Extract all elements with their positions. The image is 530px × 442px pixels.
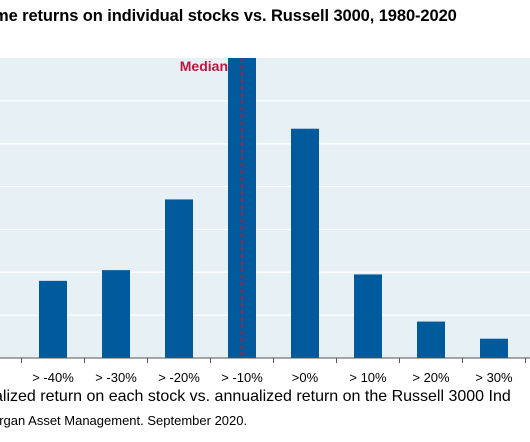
median-label: Median: [180, 58, 228, 74]
x-tick-label: > 30%: [475, 370, 513, 385]
x-tick-label: > 20%: [412, 370, 450, 385]
bar: [39, 280, 67, 358]
chart-title: me returns on individual stocks vs. Russ…: [0, 7, 457, 25]
bar: [165, 199, 193, 358]
x-tick-label: > -10%: [221, 370, 263, 385]
x-tick-label: > 10%: [349, 370, 387, 385]
x-tick-label: > -30%: [95, 370, 137, 385]
bar: [354, 274, 382, 358]
median-marker: Median: [180, 58, 243, 358]
plot-background: [0, 58, 530, 358]
x-tick-label: > -40%: [32, 370, 74, 385]
x-tick-label: > -20%: [158, 370, 200, 385]
x-axis-label: alized return on each stock vs. annualiz…: [0, 388, 511, 405]
bar: [480, 338, 508, 358]
source-note: organ Asset Management. September 2020.: [0, 413, 248, 428]
x-tick-label: >0%: [292, 370, 319, 385]
grid-lines: [0, 100, 530, 316]
bar: [291, 128, 319, 358]
bar: [102, 270, 130, 358]
bar: [417, 321, 445, 358]
x-tick-labels: > -40% > -30% > -20% > -10% >0% > 10% > 20% > 3…: [32, 370, 513, 385]
x-axis: [0, 357, 530, 363]
